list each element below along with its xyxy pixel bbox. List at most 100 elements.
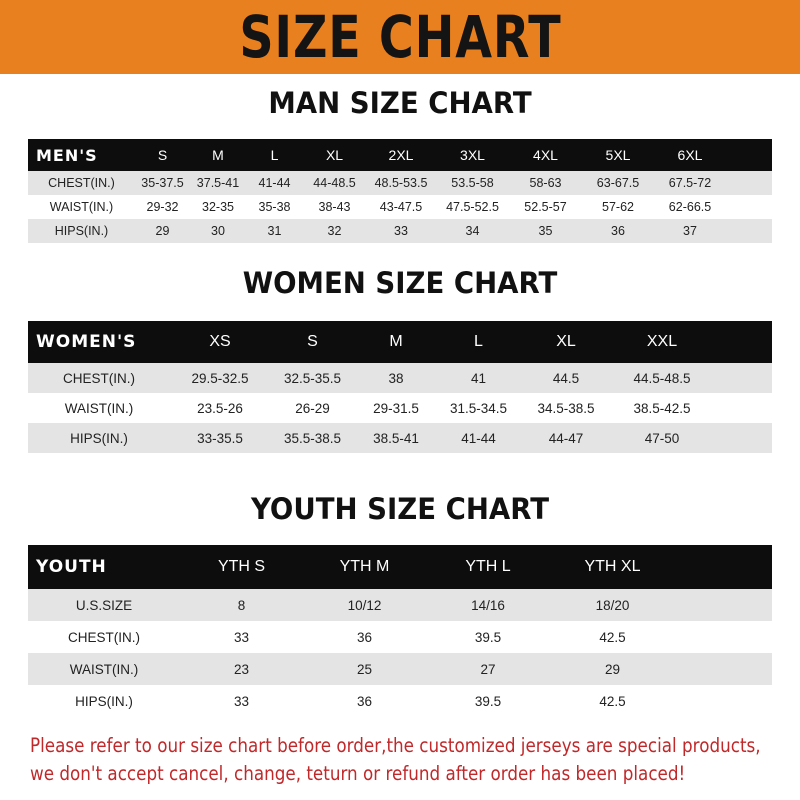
- measurement-value: 44-47: [548, 430, 584, 446]
- measurement-value: 25: [356, 661, 373, 677]
- size-chart-banner: SIZE CHART: [0, 0, 800, 74]
- youth-section-title: YOUTH SIZE CHART: [250, 492, 550, 526]
- measurement-value: 32: [327, 224, 342, 238]
- size-column-header: 4XL: [533, 147, 558, 163]
- size-column-header: XS: [209, 333, 231, 350]
- measurement-label: U.S.SIZE: [75, 597, 133, 613]
- measurement-value: 42.5: [599, 693, 626, 709]
- order-notice-line-2: we don't accept cancel, change, teturn o…: [30, 762, 686, 785]
- table-row: WAIST(IN.) 23 25 27 29: [28, 653, 772, 685]
- order-notice-line-1: Please refer to our size chart before or…: [30, 734, 761, 757]
- measurement-value: 35.5-38.5: [283, 430, 342, 446]
- measurement-value: 44-48.5: [313, 176, 356, 190]
- table-row: HIPS(IN.) 33 36 39.5 42.5: [28, 685, 772, 717]
- size-column-header: YTH XL: [584, 558, 641, 575]
- measurement-value: 38.5-42.5: [633, 400, 691, 416]
- table-row: HIPS(IN.) 33-35.5 35.5-38.5 38.5-41 41-44 44-…: [28, 423, 772, 453]
- table-row: CHEST(IN.) 29.5-32.5 32.5-35.5 38 41 44.5 44.5…: [28, 363, 772, 393]
- measurement-value: 29.5-32.5: [191, 370, 249, 386]
- men-size-table: MEN'S S M L XL 2XL 3XL 4XL 5XL 6XL CHEST(IN.) 35-37…: [28, 139, 772, 243]
- measurement-value: 33: [233, 693, 250, 709]
- measurement-value: 67.5-72: [668, 176, 712, 190]
- measurement-value: 41-44: [461, 430, 496, 446]
- measurement-value: 43-47.5: [379, 200, 423, 214]
- measurement-value: 57-62: [602, 200, 634, 214]
- measurement-value: 29-31.5: [373, 400, 419, 416]
- size-column-header: 6XL: [677, 147, 703, 163]
- table-header-row: WOMEN'S XS S M L XL XXL: [28, 321, 772, 363]
- size-column-header: YTH S: [217, 558, 266, 575]
- measurement-label: HIPS(IN.): [75, 693, 133, 709]
- measurement-label: CHEST(IN.): [63, 370, 135, 386]
- page-title: SIZE CHART: [238, 3, 562, 71]
- size-column-header: XL: [325, 147, 344, 163]
- table-row: CHEST(IN.) 35-37.5 37.5-41 41-44 44-48.5 48.5…: [28, 171, 772, 195]
- measurement-value: 14/16: [471, 597, 505, 613]
- measurement-value: 29-32: [146, 200, 179, 214]
- measurement-value: 36: [356, 629, 373, 645]
- measurement-value: 63-67.5: [596, 176, 640, 190]
- table-row: WAIST(IN.) 23.5-26 26-29 29-31.5 31.5-34.5 34…: [28, 393, 772, 423]
- measurement-value: 34: [465, 224, 480, 238]
- size-column-header: YTH L: [465, 558, 511, 575]
- measurement-label: WAIST(IN.): [49, 200, 114, 214]
- size-column-header: L: [270, 147, 279, 163]
- measurement-value: 38: [388, 370, 404, 386]
- measurement-value: 53.5-58: [451, 176, 494, 190]
- size-column-header: 2XL: [388, 147, 414, 163]
- size-column-header: M: [212, 147, 224, 163]
- measurement-value: 34.5-38.5: [537, 400, 595, 416]
- measurement-value: 23.5-26: [197, 400, 243, 416]
- measurement-value: 29: [604, 661, 621, 677]
- women-section-title: WOMEN SIZE CHART: [242, 266, 558, 300]
- measurement-value: 41-44: [258, 176, 291, 190]
- measurement-value: 35-37.5: [141, 176, 184, 190]
- table-header-row: MEN'S S M L XL 2XL 3XL 4XL 5XL 6XL: [28, 139, 772, 171]
- table-row: HIPS(IN.) 29 30 31 32 33 34 35 36 37: [28, 219, 772, 243]
- measurement-value: 31: [267, 224, 282, 238]
- size-column-header: S: [307, 333, 318, 350]
- size-column-header: 3XL: [460, 147, 485, 163]
- measurement-value: 36: [611, 224, 625, 238]
- measurement-value: 18/20: [595, 597, 630, 613]
- measurement-value: 41: [470, 370, 487, 386]
- measurement-label: CHEST(IN.): [48, 176, 115, 190]
- measurement-value: 36: [356, 693, 373, 709]
- youth-size-table: YOUTH YTH S YTH M YTH L YTH XL U.S.SIZE 8 10/12…: [28, 545, 772, 717]
- measurement-value: 47.5-52.5: [446, 200, 499, 214]
- measurement-value: 33-35.5: [197, 430, 243, 446]
- measurement-value: 37: [683, 224, 697, 238]
- measurement-value: 62-66.5: [668, 200, 712, 214]
- measurement-value: 33: [394, 224, 408, 238]
- measurement-value: 10/12: [347, 597, 382, 613]
- measurement-label: HIPS(IN.): [54, 224, 109, 238]
- women-size-table: WOMEN'S XS S M L XL XXL CHEST(IN.) 29.5-32.5 32.5…: [28, 321, 772, 453]
- measurement-value: 32-35: [202, 200, 234, 214]
- size-column-header: XL: [556, 333, 576, 350]
- measurement-value: 44.5: [552, 370, 580, 386]
- size-column-header: S: [157, 147, 168, 163]
- measurement-value: 44.5-48.5: [633, 370, 691, 386]
- measurement-value: 48.5-53.5: [374, 176, 428, 190]
- measurement-label: HIPS(IN.): [70, 430, 128, 446]
- table-row: CHEST(IN.) 33 36 39.5 42.5: [28, 621, 772, 653]
- measurement-value: 30: [211, 224, 225, 238]
- size-column-header: L: [474, 333, 483, 350]
- measurement-value: 37.5-41: [196, 176, 240, 190]
- measurement-value: 26-29: [295, 400, 330, 416]
- measurement-value: 39.5: [474, 693, 502, 709]
- measurement-value: 32.5-35.5: [283, 370, 342, 386]
- measurement-value: 35: [538, 224, 553, 238]
- size-column-header: M: [389, 333, 403, 350]
- measurement-value: 58-63: [529, 176, 562, 190]
- table-row: U.S.SIZE 8 10/12 14/16 18/20: [28, 589, 772, 621]
- measurement-label: CHEST(IN.): [68, 629, 140, 645]
- measurement-value: 29: [155, 224, 170, 238]
- size-column-header: XXL: [646, 333, 678, 350]
- men-section-title: MAN SIZE CHART: [268, 86, 532, 120]
- measurement-value: 42.5: [599, 629, 626, 645]
- measurement-value: 23: [233, 661, 250, 677]
- measurement-label: WAIST(IN.): [69, 661, 139, 677]
- measurement-value: 27: [480, 661, 496, 677]
- table-row: WAIST(IN.) 29-32 32-35 35-38 38-43 43-47.5 47.…: [28, 195, 772, 219]
